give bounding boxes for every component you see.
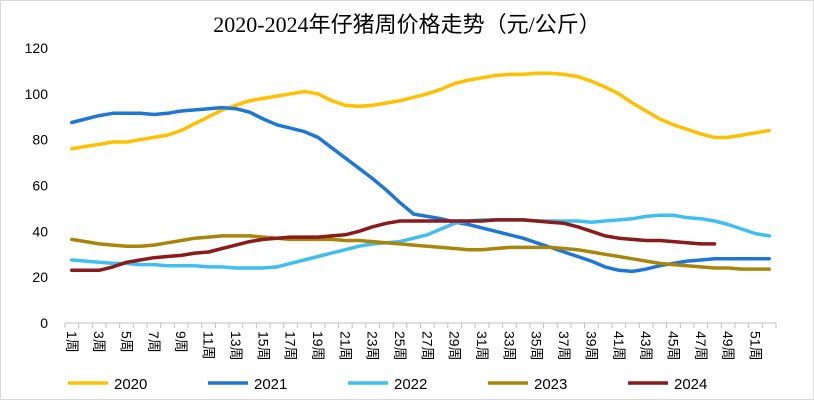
x-tick-label: 13周 — [228, 331, 244, 361]
x-tick-label: 9周 — [173, 331, 189, 353]
y-tick-label: 100 — [25, 86, 49, 102]
x-tick-label: 25周 — [392, 331, 408, 361]
x-tick-label: 31周 — [474, 331, 490, 361]
x-tick-label: 11周 — [201, 331, 217, 360]
x-tick-label: 5周 — [119, 331, 135, 353]
series-line — [70, 234, 771, 271]
y-tick-label: 120 — [25, 40, 49, 56]
y-tick-label: 80 — [32, 132, 48, 148]
legend-label: 2022 — [394, 376, 427, 393]
series-line — [70, 71, 771, 151]
legend-label: 2023 — [534, 376, 567, 393]
x-tick-label: 3周 — [91, 331, 107, 353]
x-tick-label: 39周 — [583, 331, 599, 361]
x-tick-label: 51周 — [747, 331, 763, 361]
y-tick-label: 20 — [32, 269, 48, 285]
x-tick-label: 47周 — [693, 331, 709, 361]
chart-title: 2020-2024年仔猪周价格走势（元/公斤） — [213, 12, 600, 37]
x-tick-label: 17周 — [283, 331, 299, 361]
x-tick-label: 37周 — [556, 331, 572, 361]
series-line — [70, 213, 771, 270]
x-tick-label: 1周 — [64, 331, 80, 353]
series-line — [70, 105, 771, 274]
x-tick-label: 49周 — [720, 331, 736, 361]
x-tick-label: 7周 — [146, 331, 162, 353]
y-tick-label: 40 — [32, 223, 48, 239]
x-tick-label: 19周 — [310, 331, 326, 361]
y-tick-label: 60 — [32, 178, 48, 194]
x-tick-label: 33周 — [501, 331, 517, 361]
legend-label: 2024 — [674, 376, 707, 393]
x-tick-label: 23周 — [365, 331, 381, 361]
x-tick-label: 35周 — [529, 331, 545, 361]
x-tick-label: 27周 — [419, 331, 435, 361]
x-tick-label: 15周 — [255, 331, 271, 361]
x-tick-label: 45周 — [665, 331, 681, 361]
y-tick-label: 0 — [40, 315, 48, 331]
x-tick-label: 41周 — [611, 331, 627, 361]
legend-label: 2021 — [254, 376, 287, 393]
legend-label: 2020 — [114, 376, 147, 393]
series-line — [70, 218, 717, 273]
x-tick-label: 29周 — [447, 331, 463, 361]
x-tick-label: 21周 — [337, 331, 353, 361]
x-tick-label: 43周 — [638, 331, 654, 361]
